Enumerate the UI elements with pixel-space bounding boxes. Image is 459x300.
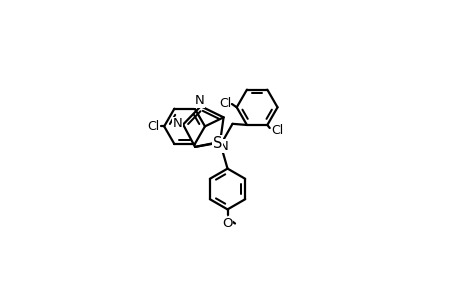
Text: N: N: [195, 94, 204, 107]
Text: O: O: [222, 217, 232, 230]
Text: S: S: [213, 136, 222, 151]
Text: N: N: [173, 117, 182, 130]
Text: Cl: Cl: [271, 124, 283, 137]
Text: N: N: [218, 140, 228, 153]
Text: Cl: Cl: [218, 97, 231, 110]
Text: Cl: Cl: [147, 120, 159, 133]
